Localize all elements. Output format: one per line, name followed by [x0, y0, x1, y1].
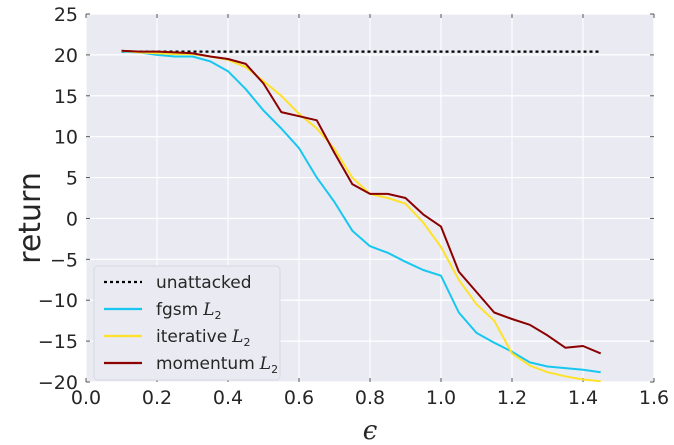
y-tick-label: −10 — [38, 290, 78, 312]
y-tick-label: 25 — [54, 4, 78, 26]
legend-label-1: fgsm L2 — [156, 300, 222, 322]
y-tick-label: 10 — [54, 127, 78, 149]
x-tick-label: 0.8 — [355, 387, 385, 409]
x-tick-labels: 0.0 0.2 0.4 0.6 0.8 1.0 1.2 1.4 1.6 — [71, 387, 669, 409]
x-tick-label: 1.6 — [639, 387, 669, 409]
x-tick-label: 1.0 — [426, 387, 456, 409]
y-tick-label: −20 — [38, 372, 78, 394]
series-line-3 — [121, 49, 602, 355]
y-tick-label: −5 — [50, 249, 78, 271]
x-axis-label: ϵ — [363, 416, 378, 445]
y-tick-labels: −20 −15 −10 −5 0 5 10 15 20 25 — [38, 4, 78, 394]
legend-label-2: iterative L2 — [156, 327, 250, 349]
x-tick-label: 1.4 — [568, 387, 598, 409]
series-line-1 — [121, 50, 601, 374]
legend-box — [93, 265, 281, 381]
y-tick-label: 0 — [66, 208, 78, 230]
y-tick-label: 15 — [54, 86, 78, 108]
y-axis-label: return — [13, 172, 48, 264]
x-tick-label: 0.2 — [142, 387, 172, 409]
legend-label-3: momentum L2 — [156, 354, 278, 376]
legend-label-0: unattacked — [156, 273, 252, 293]
x-tick-label: 1.2 — [497, 387, 527, 409]
series-lines — [121, 49, 602, 383]
y-tick-label: 5 — [66, 168, 78, 190]
legend: unattacked fgsm L2 iterative L2 momentum L2 — [93, 265, 281, 381]
x-tick-label: 0.6 — [284, 387, 314, 409]
y-tick-label: 20 — [54, 45, 78, 67]
x-tick-label: 0.4 — [213, 387, 243, 409]
y-tick-label: −15 — [38, 331, 78, 353]
x-tick-label: 0.0 — [71, 387, 101, 409]
